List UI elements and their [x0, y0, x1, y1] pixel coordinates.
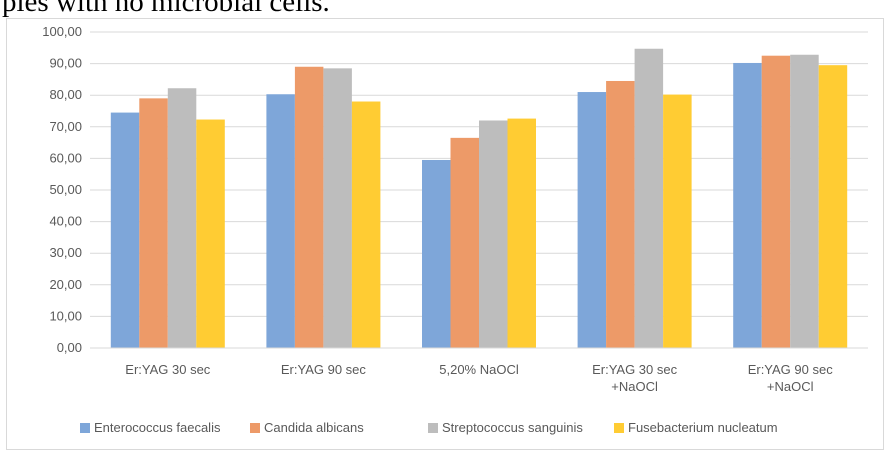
legend-swatch: [614, 423, 624, 433]
x-category-label: 5,20% NaOCl: [439, 362, 519, 377]
x-axis-category-labels: Er:YAG 30 sec Er:YAG 90 sec 5,20% NaOCl Er:…: [125, 362, 833, 394]
legend-label: Candida albicans: [264, 420, 364, 435]
bar: [577, 92, 607, 348]
y-tick-label: 20,00: [49, 277, 82, 292]
bar: [761, 55, 791, 348]
legend-label: Fusebacterium nucleatum: [628, 420, 778, 435]
y-tick-label: 0,00: [57, 340, 82, 355]
y-axis-tick-labels: 0,00 10,00 20,00 30,00 40,00 50,00 60,00 70,00 8…: [42, 24, 82, 355]
bar: [196, 119, 225, 348]
bar: [634, 48, 664, 349]
caption-fragment: ples with no microbial cells.: [2, 0, 330, 18]
legend-item: Enterococcus faecalis: [80, 420, 221, 435]
x-category-label: Er:YAG 30 sec: [125, 362, 211, 377]
bar: [818, 65, 848, 349]
bar: [139, 98, 168, 348]
legend-swatch: [250, 423, 260, 433]
bar: [323, 68, 352, 348]
bar: [479, 120, 508, 348]
legend-item: Fusebacterium nucleatum: [614, 420, 778, 435]
bar: [422, 159, 451, 348]
y-tick-label: 30,00: [49, 245, 82, 260]
y-tick-label: 80,00: [49, 87, 82, 102]
y-tick-label: 90,00: [49, 56, 82, 71]
y-tick-label: 10,00: [49, 308, 82, 323]
bar: [266, 94, 295, 348]
bar: [351, 101, 381, 349]
x-category-label: Er:YAG 90 sec +NaOCl: [748, 362, 834, 394]
y-tick-label: 40,00: [49, 214, 82, 229]
bar: [733, 62, 762, 349]
x-category-label: Er:YAG 30 sec +NaOCl: [592, 362, 678, 394]
y-tick-label: 50,00: [49, 182, 82, 197]
legend-swatch: [428, 423, 438, 433]
legend: Enterococcus faecalis Candida albicans Str…: [80, 420, 778, 435]
bars: [110, 48, 848, 349]
bar: [790, 54, 819, 348]
legend-label: Streptococcus sanguinis: [442, 420, 583, 435]
bar: [606, 80, 635, 348]
y-tick-label: 100,00: [42, 24, 82, 39]
x-category-label: Er:YAG 90 sec: [281, 362, 367, 377]
bar: [294, 66, 324, 348]
y-tick-label: 60,00: [49, 150, 82, 165]
bar: [507, 118, 536, 348]
legend-swatch: [80, 423, 90, 433]
legend-item: Streptococcus sanguinis: [428, 420, 583, 435]
legend-item: Candida albicans: [250, 420, 364, 435]
legend-label: Enterococcus faecalis: [94, 420, 221, 435]
bar: [450, 137, 479, 348]
bar: [110, 112, 140, 348]
bar: [663, 94, 692, 349]
y-tick-label: 70,00: [49, 119, 82, 134]
bar: [167, 88, 197, 349]
